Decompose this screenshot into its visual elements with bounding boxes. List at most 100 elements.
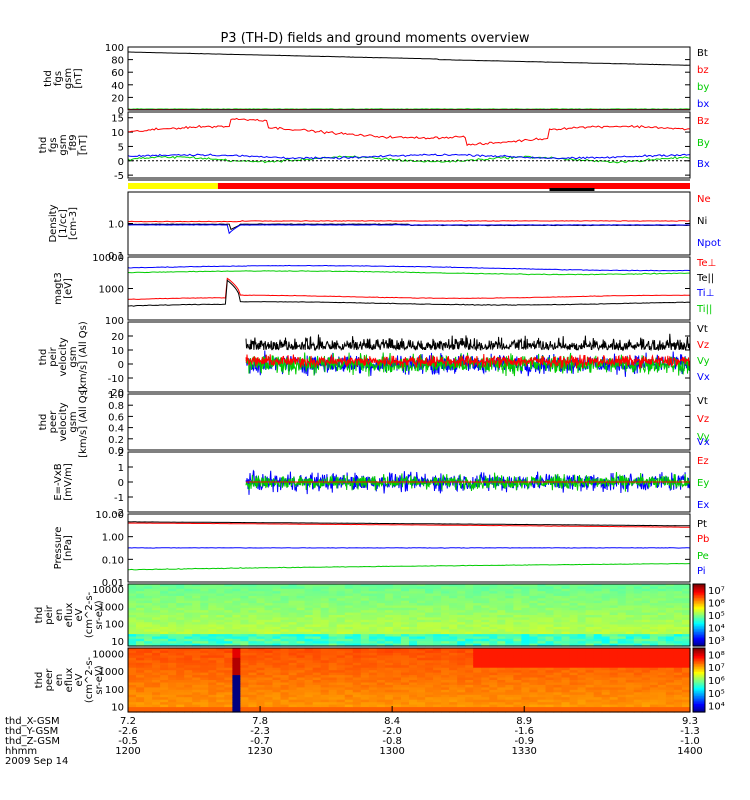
legend-bz: bz bbox=[697, 65, 709, 76]
x-tick-label: -1.6 bbox=[514, 726, 534, 737]
series-ti-perp bbox=[127, 264, 691, 272]
x-tick-label: -2.3 bbox=[250, 726, 270, 737]
panel-9-ylabel: peir bbox=[44, 604, 55, 624]
x-tick-label: 7.8 bbox=[252, 716, 268, 727]
colorbar-label: 10⁸ bbox=[708, 650, 725, 661]
y-tick-label: 40 bbox=[111, 81, 124, 92]
panel-frame bbox=[127, 191, 691, 256]
y-tick-label: 0 bbox=[118, 157, 124, 168]
series-by-f89 bbox=[127, 155, 691, 164]
panel-9-ylabel: eflux bbox=[64, 603, 75, 628]
legend-te⊥: Te⊥ bbox=[696, 258, 716, 269]
panel-10-ylabel: sr-eV) bbox=[94, 665, 105, 694]
y-tick-label: 20 bbox=[111, 93, 124, 104]
panel-4-ylabel: [eV] bbox=[63, 278, 74, 299]
y-tick-label: 0 bbox=[118, 360, 124, 371]
panel-8: Pressure [nPa] 0.01 0.10 1.00 10.00 Pt Pb Pe Pi bbox=[53, 510, 709, 589]
legend-vt: Vt bbox=[697, 396, 708, 407]
series-bz-f89 bbox=[127, 117, 691, 147]
legend-vz: Vz bbox=[697, 340, 709, 351]
panel-5-ylabel: gsm bbox=[68, 346, 79, 367]
x-tick-label: -0.9 bbox=[514, 736, 534, 747]
panel-3-ylabel: Density bbox=[48, 204, 59, 242]
y-tick-label: 0.4 bbox=[108, 424, 124, 435]
electron-spectrogram bbox=[127, 647, 691, 713]
x-tick-label: -1.3 bbox=[680, 726, 700, 737]
y-tick-label: 1000 bbox=[99, 285, 124, 296]
legend-ti⊥: Ti⊥ bbox=[696, 288, 714, 299]
panel-3-ylabel: [cm-3] bbox=[68, 207, 79, 240]
legend-bx: Bx bbox=[697, 159, 710, 170]
colorbar-frame bbox=[692, 647, 706, 713]
y-tick-label: 100 bbox=[105, 43, 124, 54]
colorbar-label: 10⁷ bbox=[708, 586, 725, 597]
colorbar-label: 10⁵ bbox=[708, 689, 725, 700]
y-tick-label: -20 bbox=[108, 388, 124, 399]
series-te-perp bbox=[127, 277, 691, 300]
colorbar-label: 10³ bbox=[708, 636, 725, 647]
legend-bx: bx bbox=[697, 99, 709, 110]
ion-spectrogram bbox=[127, 583, 691, 647]
y-tick-label: 10 bbox=[111, 128, 124, 139]
series-npot bbox=[128, 224, 691, 235]
y-tick-label: 0.2 bbox=[108, 435, 124, 446]
panel-frame bbox=[127, 111, 691, 179]
legend-by: By bbox=[697, 138, 710, 149]
y-tick-label: 0.1 bbox=[108, 251, 124, 262]
y-tick-label: 100 bbox=[105, 685, 124, 696]
panel-2-ylabel: thd bbox=[38, 137, 49, 154]
panel-6-ylabel: gsm bbox=[68, 411, 79, 432]
panel-6-ylabel: thd bbox=[38, 414, 49, 431]
legend-ex: Ex bbox=[697, 500, 709, 511]
y-tick-label: -1 bbox=[114, 493, 124, 504]
series-bt bbox=[128, 51, 691, 66]
panel-9-ylabel: (cm^2-s- bbox=[84, 591, 95, 638]
x-tick-label: 9.3 bbox=[682, 716, 698, 727]
panel-9-ylabel: thd bbox=[34, 607, 45, 624]
y-tick-label: 10000 bbox=[92, 585, 124, 596]
series-ne bbox=[127, 220, 691, 223]
legend-pi: Pi bbox=[697, 566, 706, 577]
panel-frame bbox=[127, 451, 691, 513]
series-ti-par bbox=[127, 270, 690, 276]
panel-9-ylabel: eV bbox=[74, 608, 85, 621]
panel-7-ylabel: [mV/m] bbox=[63, 463, 74, 501]
panel-5: thd peir velocity gsm [km/s] (All Qs) -20 -10 0… bbox=[38, 321, 710, 399]
legend-ey: Ey bbox=[697, 478, 709, 489]
x-tick-label: -2.0 bbox=[382, 726, 402, 737]
panel-6: thd peer velocity gsm [km/s] (All Qs) 0.00.20… bbox=[38, 386, 710, 458]
legend-ne: Ne bbox=[697, 194, 711, 205]
figure-title: P3 (TH-D) fields and ground moments over… bbox=[220, 31, 529, 46]
panel-10-ylabel: (cm^2-s- bbox=[84, 656, 95, 703]
panel-8-ylabel: Pressure bbox=[53, 527, 64, 570]
legend-vz: Vz bbox=[697, 414, 709, 425]
panel-frame bbox=[127, 513, 691, 583]
panel-9-ylabel: sr-eV) bbox=[94, 600, 105, 629]
y-tick-label: 0 bbox=[118, 478, 124, 489]
panel-5-ylabel: thd bbox=[38, 349, 49, 366]
y-tick-label: 10.00 bbox=[95, 510, 124, 521]
panel-9-ylabel: en bbox=[54, 609, 65, 622]
panel-2-ylabel: fgs bbox=[48, 137, 59, 152]
y-tick-label: 0.10 bbox=[102, 555, 124, 566]
panel-10-ylabel: peer bbox=[44, 668, 55, 692]
colorbar-label: 10⁴ bbox=[708, 623, 725, 634]
panel-10-ylabel: en bbox=[54, 674, 65, 687]
panel-3: Density [1/cc] [cm-3] 0.1 1.0 Ne Ni Npot bbox=[48, 194, 721, 262]
panel-2-ylabel: [nT] bbox=[78, 135, 89, 155]
x-axis-row-label: thd_Z-GSM bbox=[5, 736, 60, 747]
y-tick-label: 1 bbox=[118, 463, 124, 474]
y-tick-label: 2 bbox=[118, 448, 124, 459]
y-tick-label: 0 bbox=[118, 106, 124, 117]
panel-10-ylabel: eV bbox=[74, 673, 85, 686]
y-tick-label: 5 bbox=[118, 142, 124, 153]
x-tick-label: -2.6 bbox=[118, 726, 138, 737]
y-tick-label: -10 bbox=[108, 374, 124, 385]
panel-4: magt3 [eV] 100 1000 10000 Te⊥ Te|| Ti⊥ Ti|| bbox=[53, 253, 716, 327]
colorbar-label: 10⁷ bbox=[708, 663, 725, 674]
legend-ni: Ni bbox=[697, 216, 707, 227]
series-bx-f89 bbox=[127, 153, 690, 160]
y-tick-label: 100 bbox=[105, 316, 124, 327]
y-tick-label: 1.00 bbox=[102, 533, 124, 544]
panel-5-ylabel: peir bbox=[48, 346, 59, 366]
